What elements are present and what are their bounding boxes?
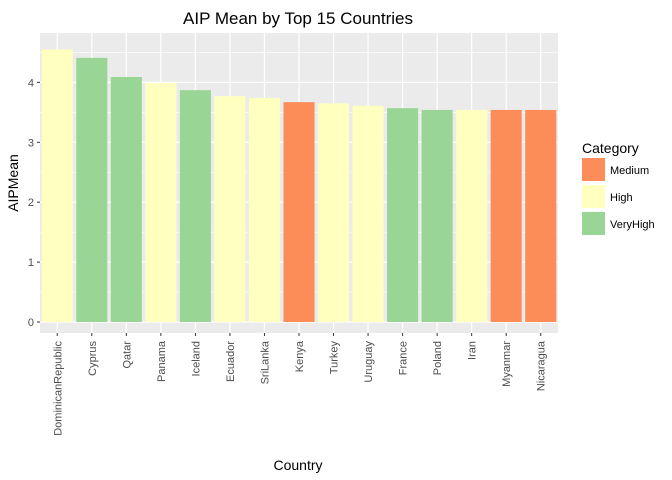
y-tick-label: 2 [28, 197, 34, 209]
bar-cyprus [76, 57, 108, 322]
x-tick-label: Panama [156, 340, 168, 382]
y-tick-label: 0 [28, 317, 34, 329]
x-tick-label: Iran [467, 341, 479, 360]
x-tick-label: Cyprus [87, 341, 99, 376]
bar-qatar [110, 77, 142, 322]
legend-label-veryhigh: VeryHigh [610, 219, 655, 231]
bar-dominicanrepublic [41, 49, 73, 322]
x-tick-label: Qatar [121, 341, 133, 369]
bar-panama [145, 82, 177, 323]
bar-kenya [283, 102, 315, 323]
x-tick-label: Turkey [329, 341, 341, 375]
y-axis-title: AIPMean [5, 154, 21, 212]
x-tick-label: Poland [432, 341, 444, 375]
legend-key-veryhigh [582, 212, 605, 235]
bar-poland [421, 109, 453, 322]
legend-label-high: High [610, 192, 633, 204]
bar-srilanka [248, 97, 281, 322]
x-tick-label: Kenya [294, 340, 306, 372]
legend: Category Medium High VeryHigh [582, 140, 655, 235]
y-axis: 0 1 2 3 4 [28, 77, 40, 329]
bar-nicaragua [525, 109, 557, 322]
y-tick-label: 3 [28, 137, 34, 149]
bar-ecuador [214, 96, 246, 322]
legend-key-high [582, 185, 605, 208]
legend-key-medium [582, 158, 605, 181]
bar-turkey [317, 103, 350, 323]
bar-france [387, 108, 419, 322]
x-tick-label: Uruguay [363, 341, 375, 383]
y-tick-label: 1 [28, 257, 34, 269]
x-tick-label: DominicanRepublic [52, 341, 64, 436]
bar-iceland [179, 90, 211, 322]
x-tick-label: France [398, 341, 410, 375]
x-tick-label: SriLanka [259, 340, 271, 384]
x-axis-title: Country [273, 457, 322, 473]
y-tick-label: 4 [28, 77, 34, 89]
x-tick-label: Iceland [190, 341, 202, 376]
x-tick-label: Nicaragua [536, 340, 548, 391]
bar-myanmar [490, 109, 522, 322]
chart-title: AIP Mean by Top 15 Countries [183, 9, 413, 28]
legend-label-medium: Medium [610, 165, 649, 177]
bar-iran [456, 109, 488, 322]
x-axis: DominicanRepublic Cyprus Qatar Panama Icelan… [52, 333, 548, 436]
x-tick-label: Ecuador [225, 341, 237, 382]
bar-uruguay [352, 105, 384, 322]
x-tick-label: Myanmar [501, 341, 513, 387]
legend-title: Category [582, 140, 639, 156]
bars-group [41, 49, 557, 323]
